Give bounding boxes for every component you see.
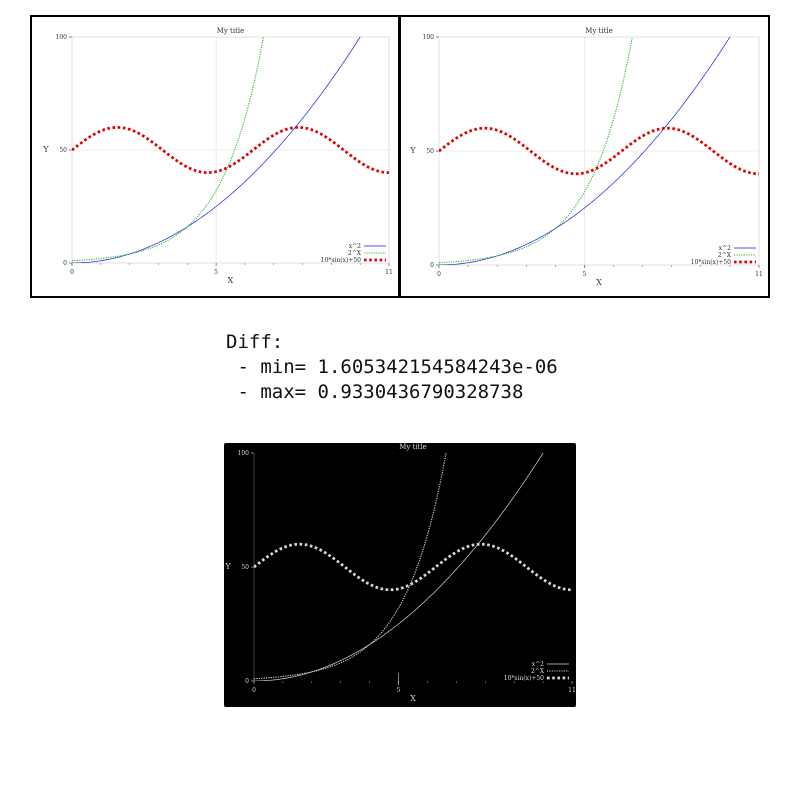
y-tick-label: 100 xyxy=(56,34,68,41)
y-tick-label: 50 xyxy=(59,147,67,154)
y-tick-label: 0 xyxy=(245,678,249,685)
y-axis-label: Y xyxy=(42,145,49,154)
legend-label-3: 10*sin(x)+50 xyxy=(321,257,361,264)
chart-title: My title xyxy=(399,443,427,451)
legend-label-3: 10*sin(x)+50 xyxy=(504,675,544,682)
series-line-1 xyxy=(72,37,361,263)
chart-diff: 0 5 11 0 50 100 My title X Yx^22^X10*sin(x)+50 xyxy=(224,443,576,703)
series-line-3 xyxy=(254,542,572,592)
y-tick-label: 0 xyxy=(63,260,67,267)
x-tick-label: 0 xyxy=(252,687,256,694)
legend-label-2: 2^X xyxy=(718,252,732,259)
diff-max: - max= 0.9330436790328738 xyxy=(226,381,524,403)
y-axis-label: Y xyxy=(224,562,231,571)
x-axis-label: X xyxy=(228,276,234,285)
diff-min: - min= 1.605342154584243e-06 xyxy=(226,356,558,378)
series-line-2 xyxy=(439,37,633,264)
legend-label-1: x^2 xyxy=(349,243,361,250)
chart-title: My title xyxy=(585,27,613,35)
x-axis-label: X xyxy=(410,694,416,703)
x-tick-label: 11 xyxy=(568,687,576,694)
x-tick-label: 0 xyxy=(437,271,441,278)
diff-summary: Diff: - min= 1.605342154584243e-06 - max… xyxy=(226,330,558,405)
y-tick-label: 0 xyxy=(430,262,434,269)
x-tick-label: 5 xyxy=(583,271,587,278)
series-line-3 xyxy=(72,125,389,175)
y-tick-label: 100 xyxy=(423,34,435,41)
series-group xyxy=(254,453,572,681)
x-tick-label: 11 xyxy=(385,269,393,276)
x-axis-label: X xyxy=(596,278,602,287)
series-group xyxy=(72,37,389,263)
diff-heading: Diff: xyxy=(226,331,284,353)
legend-label-1: x^2 xyxy=(532,661,544,668)
y-tick-label: 100 xyxy=(238,450,250,457)
x-tick-label: 5 xyxy=(214,269,218,276)
legend-label-3: 10*sin(x)+50 xyxy=(691,259,731,266)
legend-label-2: 2^X xyxy=(348,250,362,257)
series-line-2 xyxy=(72,37,265,262)
legend-label-1: x^2 xyxy=(719,245,731,252)
series-line-3 xyxy=(439,126,759,176)
x-tick-label: 5 xyxy=(397,687,401,694)
series-group xyxy=(439,37,759,265)
y-tick-label: 50 xyxy=(426,148,434,155)
y-axis-label: Y xyxy=(409,146,416,155)
legend-label-2: 2^X xyxy=(531,668,545,675)
chart-left: 0 5 11 0 50 100 My title X Yx^22^X10*sin(x)+50 xyxy=(42,27,393,285)
y-tick-label: 50 xyxy=(241,564,249,571)
chart-title: My title xyxy=(217,27,245,35)
series-line-1 xyxy=(439,37,731,265)
x-tick-label: 11 xyxy=(755,271,763,278)
x-tick-label: 0 xyxy=(70,269,74,276)
chart-right: 0 5 11 0 50 100 My title X Yx^22^X10*sin(x)+50 xyxy=(409,27,763,287)
series-line-2 xyxy=(254,453,447,680)
